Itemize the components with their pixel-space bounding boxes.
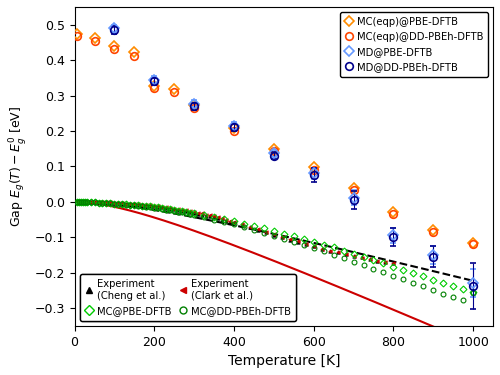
Y-axis label: Gap $E_g(T) - E_g^0$ [eV]: Gap $E_g(T) - E_g^0$ [eV]: [7, 106, 29, 227]
X-axis label: Temperature [K]: Temperature [K]: [228, 354, 340, 368]
Legend: Experiment
(Cheng et al.), MC@PBE-DFTB, Experiment
(Clark et al.), MC@DD-PBEh-DF: Experiment (Cheng et al.), MC@PBE-DFTB, …: [80, 274, 296, 321]
